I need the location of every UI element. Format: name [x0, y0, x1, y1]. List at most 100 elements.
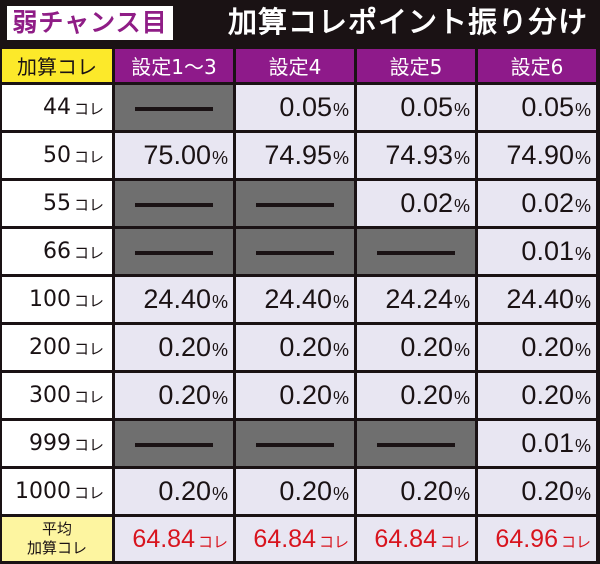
row-label: 100 コレ [2, 277, 112, 322]
percent-value: 0.02 [400, 188, 453, 218]
percent-cell: 74.90% [478, 133, 596, 178]
average-row: 平均 加算コレ 64.84 コレ 64.84 コレ 64.84 コレ 64.96 コレ [2, 517, 596, 561]
unit-label: コレ [73, 196, 104, 214]
percent-cell: 0.05% [478, 85, 596, 130]
percent-cell: 0.01% [478, 229, 596, 274]
percent-cell: 0.20% [236, 373, 354, 418]
percent-value: 74.90 [506, 140, 574, 170]
percent-value: 0.20 [400, 476, 453, 506]
empty-cell [236, 421, 354, 466]
percent-cell: 0.01% [478, 421, 596, 466]
percent-value: 0.01 [521, 236, 574, 266]
percent-value: 0.20 [279, 332, 332, 362]
table-row: 100 コレ 24.40% 24.40% 24.24% 24.40% [2, 277, 596, 322]
table-row: 999 コレ 0.01% [2, 421, 596, 466]
unit-label: コレ [318, 533, 349, 551]
percent-value: 0.05 [521, 92, 574, 122]
percent-sign: % [332, 100, 349, 120]
percent-value: 24.40 [506, 284, 574, 314]
percent-sign: % [211, 388, 228, 408]
table-body: 44 コレ 0.05% 0.05% 0.05% 50 コレ 75.00% 74.95% 74.93… [2, 85, 596, 561]
average-label-line1: 平均 [41, 520, 72, 538]
percent-cell: 0.20% [115, 325, 233, 370]
percent-cell: 74.95% [236, 133, 354, 178]
percent-value: 24.24 [385, 284, 453, 314]
unit-label: コレ [73, 292, 104, 310]
percent-value: 75.00 [143, 140, 211, 170]
points-value: 55 [42, 191, 71, 216]
percent-sign: % [574, 148, 591, 168]
percent-sign: % [574, 340, 591, 360]
percent-value: 0.20 [158, 476, 211, 506]
percent-cell: 0.20% [115, 373, 233, 418]
dash-icon [135, 106, 213, 111]
percent-cell: 0.20% [478, 325, 596, 370]
percent-value: 0.05 [400, 92, 453, 122]
table-row: 1000 コレ 0.20% 0.20% 0.20% 0.20% [2, 469, 596, 514]
average-value: 64.84 [253, 524, 316, 553]
row-label: 999 コレ [2, 421, 112, 466]
average-label: 平均 加算コレ [2, 517, 112, 561]
points-value: 50 [42, 143, 71, 168]
percent-cell: 0.05% [236, 85, 354, 130]
percent-cell: 24.40% [236, 277, 354, 322]
unit-label: コレ [73, 100, 104, 118]
percent-sign: % [453, 148, 470, 168]
unit-label: コレ [73, 436, 104, 454]
percent-value: 74.93 [385, 140, 453, 170]
percent-sign: % [211, 292, 228, 312]
empty-cell [115, 229, 233, 274]
table-row: 44 コレ 0.05% 0.05% 0.05% [2, 85, 596, 130]
percent-value: 0.20 [400, 332, 453, 362]
percent-cell: 0.20% [357, 469, 475, 514]
percent-sign: % [211, 148, 228, 168]
empty-cell [115, 85, 233, 130]
percent-sign: % [332, 340, 349, 360]
percent-value: 0.20 [279, 380, 332, 410]
percent-sign: % [211, 340, 228, 360]
unit-label: コレ [73, 484, 104, 502]
row-label: 300 コレ [2, 373, 112, 418]
table-row: 50 コレ 75.00% 74.95% 74.93% 74.90% [2, 133, 596, 178]
header-setting-5: 設定5 [357, 49, 475, 82]
unit-label: コレ [197, 533, 228, 551]
percent-value: 0.20 [279, 476, 332, 506]
table-row: 200 コレ 0.20% 0.20% 0.20% 0.20% [2, 325, 596, 370]
average-value: 64.96 [495, 524, 558, 553]
percent-cell: 24.40% [115, 277, 233, 322]
table-row: 66 コレ 0.01% [2, 229, 596, 274]
percent-sign: % [574, 292, 591, 312]
header-setting-4: 設定4 [236, 49, 354, 82]
percent-value: 0.20 [158, 332, 211, 362]
table-row: 55 コレ 0.02% 0.02% [2, 181, 596, 226]
unit-label: コレ [73, 148, 104, 166]
percent-sign: % [574, 388, 591, 408]
unit-label: コレ [560, 533, 591, 551]
points-value: 200 [28, 335, 71, 360]
dash-icon [256, 202, 334, 207]
unit-label: コレ [73, 244, 104, 262]
header-corner: 加算コレ [2, 49, 112, 82]
percent-cell: 0.20% [115, 469, 233, 514]
percent-cell: 75.00% [115, 133, 233, 178]
percent-value: 24.40 [264, 284, 332, 314]
dash-icon [377, 442, 455, 447]
allocation-table: 加算コレ 設定1～3 設定4 設定5 設定6 44 コレ 0.05% 0.05% 0.0… [0, 46, 599, 564]
percent-sign: % [574, 244, 591, 264]
percent-sign: % [453, 100, 470, 120]
percent-value: 74.95 [264, 140, 332, 170]
average-cell: 64.84 コレ [236, 517, 354, 561]
dash-icon [135, 442, 213, 447]
dash-icon [377, 250, 455, 255]
percent-cell: 74.93% [357, 133, 475, 178]
percent-cell: 24.24% [357, 277, 475, 322]
percent-value: 0.02 [521, 188, 574, 218]
percent-sign: % [332, 388, 349, 408]
header-setting-6: 設定6 [478, 49, 596, 82]
percent-sign: % [453, 340, 470, 360]
percent-value: 0.20 [158, 380, 211, 410]
dash-icon [256, 250, 334, 255]
percent-value: 0.20 [521, 380, 574, 410]
average-value: 64.84 [132, 524, 195, 553]
